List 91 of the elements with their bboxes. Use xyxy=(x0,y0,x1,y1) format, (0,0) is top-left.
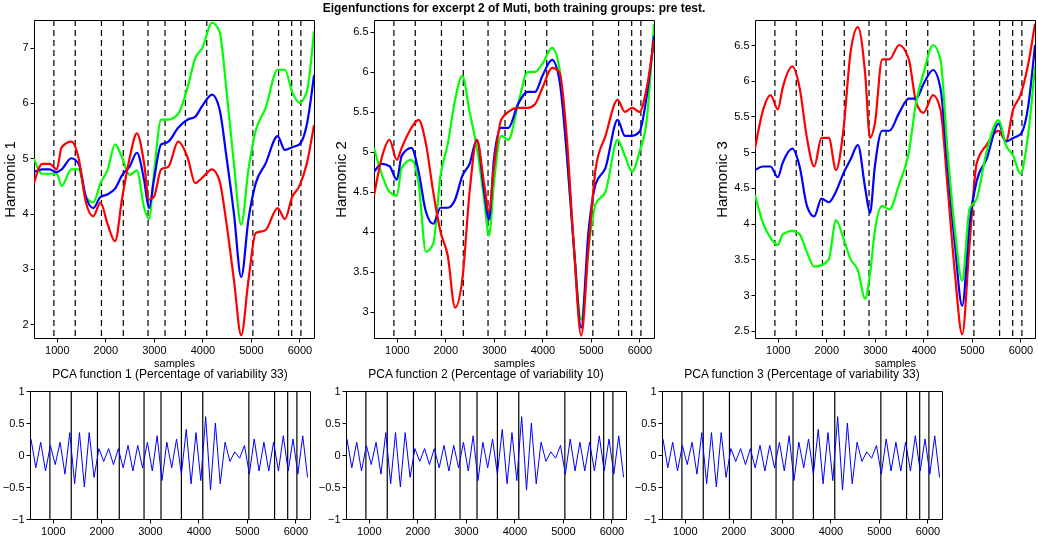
x-tick-label: 3000 xyxy=(138,524,163,537)
y-tick-label: 4.5 xyxy=(734,181,750,194)
y-tick-label: 6 xyxy=(362,65,369,78)
y-tick-label: 4 xyxy=(743,217,750,230)
x-tick-label: 2000 xyxy=(433,343,459,356)
y-tick-label: 1 xyxy=(650,384,657,397)
y-tick-label: 5.5 xyxy=(734,109,750,122)
y-tick-label: 3 xyxy=(362,305,369,318)
x-tick-label: 6000 xyxy=(283,524,309,537)
y-tick-label: 3.5 xyxy=(353,265,369,278)
y-tick-label: −0.5 xyxy=(634,480,657,493)
x-tick-label: 3000 xyxy=(863,343,888,356)
y-tick-label: 1 xyxy=(18,384,25,397)
y-tick-label: 0.5 xyxy=(641,416,657,429)
x-axis-title: samples xyxy=(875,356,917,369)
x-tick-label: 1000 xyxy=(766,343,791,356)
line-series xyxy=(662,416,941,491)
x-tick-label: 5000 xyxy=(235,524,260,537)
x-tick-label: 1000 xyxy=(45,343,70,356)
x-tick-label: 4000 xyxy=(186,524,212,537)
x-tick-label: 1000 xyxy=(673,524,698,537)
x-tick-label: 3000 xyxy=(142,343,167,356)
y-tick-label: 6 xyxy=(743,74,750,87)
x-tick-label: 2000 xyxy=(93,343,119,356)
y-axis-title: Harmonic 3 xyxy=(713,141,731,218)
y-tick-label: 2 xyxy=(22,317,29,330)
x-tick-label: 3000 xyxy=(454,524,479,537)
x-tick-label: 2000 xyxy=(89,524,115,537)
x-axis-title: samples xyxy=(494,356,536,369)
y-tick-label: 4 xyxy=(22,207,29,220)
x-tick-label: 6000 xyxy=(1008,343,1034,356)
x-tick-label: 4000 xyxy=(190,343,216,356)
line-series xyxy=(34,123,314,337)
y-tick-label: 4.5 xyxy=(353,185,369,198)
y-tick-label: 7 xyxy=(22,41,29,54)
x-tick-label: 4000 xyxy=(502,524,528,537)
line-series xyxy=(755,22,1035,336)
x-tick-label: 2000 xyxy=(721,524,747,537)
y-tick-label: 3.5 xyxy=(734,252,750,265)
y-tick-label: 0.5 xyxy=(9,416,25,429)
line-series xyxy=(34,21,314,226)
line-series xyxy=(34,74,314,279)
x-tick-label: 4000 xyxy=(911,343,937,356)
x-tick-label: 2000 xyxy=(814,343,840,356)
y-tick-label: 5.5 xyxy=(353,105,369,118)
y-axis-title: Harmonic 2 xyxy=(332,141,350,218)
x-tick-label: 2000 xyxy=(405,524,431,537)
y-tick-label: 5 xyxy=(22,151,29,164)
chart-title: PCA function 2 (Percentage of variability 10) xyxy=(368,367,604,381)
x-tick-label: 4000 xyxy=(530,343,556,356)
chart-title: Eigenfunctions for excerpt 2 of Muti, both training groups: pre test. xyxy=(322,1,706,16)
x-tick-label: 6000 xyxy=(599,524,625,537)
y-tick-label: 3 xyxy=(743,288,750,301)
y-tick-label: −1 xyxy=(327,512,341,525)
y-tick-label: 0 xyxy=(18,448,25,461)
x-tick-label: 6000 xyxy=(627,343,653,356)
y-tick-label: 0 xyxy=(334,448,341,461)
y-tick-label: 6 xyxy=(22,96,29,109)
x-tick-label: 3000 xyxy=(482,343,507,356)
x-tick-label: 1000 xyxy=(385,343,410,356)
y-tick-label: 4 xyxy=(362,225,369,238)
y-tick-label: 6.5 xyxy=(353,25,369,38)
y-tick-label: −0.5 xyxy=(318,480,341,493)
y-tick-label: 0 xyxy=(650,448,657,461)
x-tick-label: 4000 xyxy=(818,524,844,537)
y-tick-label: 5 xyxy=(743,145,750,158)
y-axis-title: Harmonic 1 xyxy=(1,141,19,218)
x-tick-label: 5000 xyxy=(579,343,604,356)
x-tick-label: 5000 xyxy=(960,343,985,356)
y-tick-label: 5 xyxy=(362,145,369,158)
x-tick-label: 3000 xyxy=(770,524,795,537)
x-tick-label: 5000 xyxy=(867,524,892,537)
x-tick-label: 1000 xyxy=(357,524,382,537)
y-tick-label: −1 xyxy=(11,512,25,525)
y-tick-label: −0.5 xyxy=(2,480,25,493)
y-tick-label: 1 xyxy=(334,384,341,397)
x-tick-label: 5000 xyxy=(239,343,264,356)
x-tick-label: 6000 xyxy=(915,524,941,537)
y-tick-label: 2.5 xyxy=(734,324,750,337)
y-tick-label: 0.5 xyxy=(325,416,341,429)
x-tick-label: 6000 xyxy=(287,343,313,356)
x-axis-title: samples xyxy=(154,356,196,369)
y-tick-label: −1 xyxy=(643,512,657,525)
x-tick-label: 5000 xyxy=(551,524,576,537)
chart-title: PCA function 3 (Percentage of variability 33) xyxy=(684,367,920,381)
y-tick-label: 3 xyxy=(22,262,29,275)
y-tick-label: 6.5 xyxy=(734,38,750,51)
line-series xyxy=(30,416,309,491)
chart-title: PCA function 1 (Percentage of variability 33) xyxy=(52,367,288,381)
x-tick-label: 1000 xyxy=(41,524,66,537)
line-series xyxy=(346,416,625,491)
